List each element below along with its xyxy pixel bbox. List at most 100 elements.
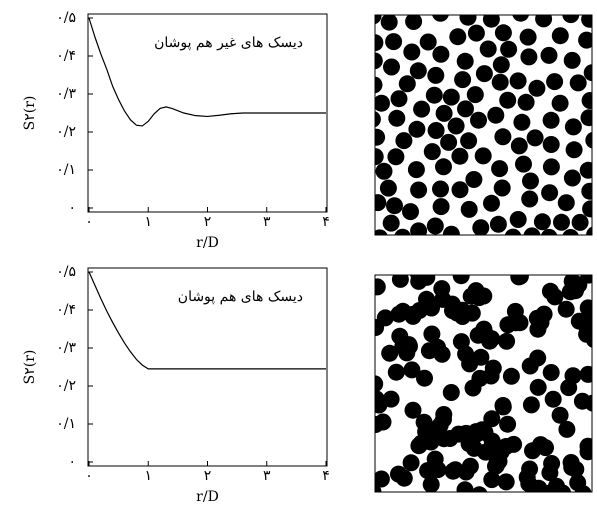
disk [586, 226, 592, 235]
disk [471, 486, 488, 492]
disk [510, 137, 528, 155]
disk [551, 94, 569, 112]
disk [405, 15, 423, 30]
y-tick-label: ۰/۵ [56, 10, 76, 26]
disk [432, 15, 449, 22]
disk [521, 190, 539, 208]
disk [529, 378, 547, 396]
disk [457, 345, 475, 363]
disk [409, 62, 427, 80]
disk [375, 470, 390, 488]
disk [398, 75, 416, 93]
disk [454, 71, 472, 89]
disk [375, 94, 390, 112]
disk [528, 79, 546, 97]
disk [403, 361, 421, 379]
disk [416, 369, 433, 387]
disk [432, 180, 449, 198]
disk [487, 106, 505, 124]
x-tick-label: ۱ [144, 214, 152, 230]
disk [482, 15, 500, 28]
disk [579, 299, 592, 317]
disk [490, 452, 508, 470]
disk [564, 367, 582, 385]
disk [442, 225, 460, 235]
disk [375, 278, 386, 296]
disk [426, 217, 444, 235]
y-tick-label: ۰/۴ [56, 48, 76, 64]
image-frame [374, 274, 593, 493]
disk [456, 481, 474, 492]
disk [442, 384, 460, 401]
disk [520, 48, 538, 66]
disk [451, 147, 469, 165]
disk [457, 100, 474, 118]
disk [395, 132, 413, 150]
disk [423, 299, 440, 317]
disk [494, 24, 512, 42]
disk [473, 421, 491, 439]
disk [533, 213, 551, 231]
x-tick-label: ۲ [204, 468, 212, 484]
disk [395, 469, 413, 487]
disk [388, 109, 406, 127]
disk [542, 364, 560, 381]
disk [387, 363, 405, 381]
disk [479, 40, 497, 58]
overlapping-disks [375, 275, 592, 492]
disk [464, 379, 482, 397]
disk [408, 120, 426, 138]
disk [493, 179, 511, 197]
disk [423, 325, 441, 343]
disk [557, 194, 575, 212]
disk [542, 111, 560, 129]
disk [382, 390, 400, 408]
disk [571, 213, 589, 231]
disk [403, 43, 421, 61]
disk [470, 111, 487, 129]
x-tick-label: ۴ [322, 214, 330, 230]
disk [579, 437, 592, 455]
disk [432, 45, 450, 63]
disk [429, 338, 446, 356]
disk [562, 229, 579, 235]
disk [460, 132, 478, 150]
disk [522, 172, 539, 190]
disk [375, 34, 384, 52]
disk [447, 117, 465, 135]
disk [541, 282, 559, 300]
disk [541, 184, 559, 202]
disk [564, 118, 582, 136]
disk [563, 51, 581, 69]
disk [544, 390, 562, 408]
y-tick-label: ۰/۱ [56, 416, 76, 432]
disk [391, 275, 409, 288]
disk [410, 181, 428, 199]
disk [482, 367, 500, 385]
disk [551, 27, 569, 45]
disk [375, 111, 381, 128]
disk [567, 460, 585, 478]
disk [522, 396, 540, 414]
y-tick-label: ۰/۵ [56, 264, 76, 280]
disk [375, 128, 386, 146]
y-tick-label: ۰/۳ [56, 340, 76, 356]
disk [509, 211, 527, 228]
disk [375, 15, 382, 25]
x-axis-label: r/D [196, 235, 219, 251]
disk [483, 194, 500, 212]
disk [444, 302, 461, 320]
disk [403, 306, 421, 323]
disk [499, 415, 517, 433]
disk [542, 136, 560, 153]
disk [385, 33, 403, 51]
y-tick-label: ۰/۴ [56, 302, 76, 318]
disk [467, 24, 485, 42]
disk [475, 65, 493, 83]
disk [529, 349, 547, 367]
disk [419, 33, 437, 51]
disk [546, 73, 564, 91]
disk [558, 420, 576, 438]
disk [579, 365, 592, 383]
disk [574, 485, 592, 492]
